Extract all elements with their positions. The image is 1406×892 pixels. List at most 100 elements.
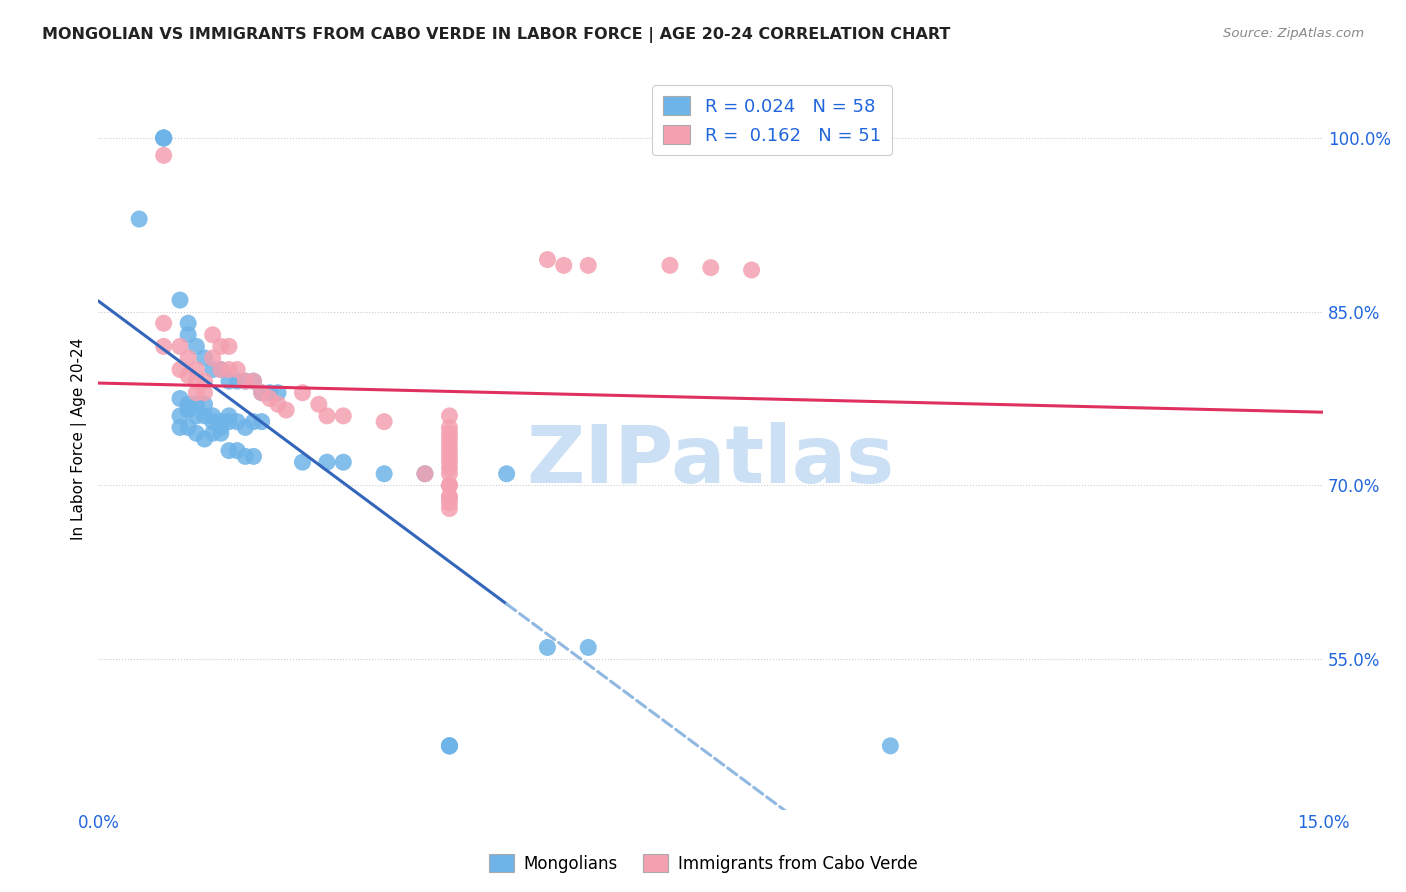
- Point: [169, 339, 191, 353]
- Point: [209, 362, 232, 376]
- Point: [536, 640, 558, 655]
- Point: [201, 351, 224, 365]
- Point: [439, 426, 461, 441]
- Point: [177, 327, 200, 342]
- Point: [259, 385, 281, 400]
- Point: [316, 409, 339, 423]
- Point: [152, 131, 174, 145]
- Point: [226, 374, 249, 388]
- Point: [209, 420, 232, 434]
- Point: [439, 409, 461, 423]
- Point: [576, 640, 599, 655]
- Point: [186, 385, 208, 400]
- Point: [439, 420, 461, 434]
- Point: [186, 426, 208, 441]
- Point: [193, 409, 215, 423]
- Point: [250, 415, 273, 429]
- Point: [267, 397, 290, 411]
- Point: [267, 385, 290, 400]
- Y-axis label: In Labor Force | Age 20-24: In Labor Force | Age 20-24: [72, 338, 87, 541]
- Point: [439, 490, 461, 504]
- Text: MONGOLIAN VS IMMIGRANTS FROM CABO VERDE IN LABOR FORCE | AGE 20-24 CORRELATION C: MONGOLIAN VS IMMIGRANTS FROM CABO VERDE …: [42, 27, 950, 43]
- Point: [741, 263, 763, 277]
- Point: [209, 362, 232, 376]
- Point: [218, 443, 240, 458]
- Point: [218, 362, 240, 376]
- Point: [233, 420, 256, 434]
- Text: ZIPatlas: ZIPatlas: [527, 422, 894, 500]
- Point: [177, 397, 200, 411]
- Point: [439, 739, 461, 753]
- Point: [152, 131, 174, 145]
- Point: [186, 409, 208, 423]
- Point: [177, 351, 200, 365]
- Point: [193, 351, 215, 365]
- Point: [439, 438, 461, 452]
- Point: [291, 455, 314, 469]
- Point: [169, 420, 191, 434]
- Point: [242, 374, 264, 388]
- Point: [439, 450, 461, 464]
- Point: [128, 212, 150, 227]
- Point: [316, 455, 339, 469]
- Point: [413, 467, 436, 481]
- Point: [233, 450, 256, 464]
- Point: [193, 397, 215, 411]
- Point: [242, 374, 264, 388]
- Point: [209, 339, 232, 353]
- Point: [250, 385, 273, 400]
- Point: [439, 443, 461, 458]
- Point: [439, 739, 461, 753]
- Point: [700, 260, 723, 275]
- Point: [201, 327, 224, 342]
- Point: [201, 415, 224, 429]
- Point: [226, 362, 249, 376]
- Point: [233, 374, 256, 388]
- Point: [186, 339, 208, 353]
- Point: [186, 397, 208, 411]
- Point: [177, 420, 200, 434]
- Point: [152, 339, 174, 353]
- Point: [218, 409, 240, 423]
- Point: [439, 490, 461, 504]
- Point: [242, 415, 264, 429]
- Point: [439, 461, 461, 475]
- Point: [439, 432, 461, 446]
- Point: [218, 339, 240, 353]
- Point: [413, 467, 436, 481]
- Point: [218, 415, 240, 429]
- Point: [201, 362, 224, 376]
- Legend: Mongolians, Immigrants from Cabo Verde: Mongolians, Immigrants from Cabo Verde: [482, 847, 924, 880]
- Point: [576, 258, 599, 272]
- Point: [193, 432, 215, 446]
- Point: [553, 258, 575, 272]
- Point: [536, 252, 558, 267]
- Point: [226, 415, 249, 429]
- Point: [169, 293, 191, 307]
- Point: [495, 467, 517, 481]
- Point: [439, 467, 461, 481]
- Point: [658, 258, 681, 272]
- Point: [439, 478, 461, 492]
- Point: [276, 403, 298, 417]
- Point: [308, 397, 330, 411]
- Point: [201, 409, 224, 423]
- Point: [186, 374, 208, 388]
- Point: [439, 455, 461, 469]
- Point: [242, 450, 264, 464]
- Point: [259, 392, 281, 406]
- Point: [218, 374, 240, 388]
- Point: [152, 131, 174, 145]
- Point: [193, 374, 215, 388]
- Point: [233, 374, 256, 388]
- Point: [291, 385, 314, 400]
- Point: [332, 455, 354, 469]
- Point: [226, 443, 249, 458]
- Point: [177, 368, 200, 383]
- Point: [209, 426, 232, 441]
- Point: [209, 415, 232, 429]
- Point: [186, 362, 208, 376]
- Point: [373, 467, 395, 481]
- Point: [250, 385, 273, 400]
- Point: [169, 409, 191, 423]
